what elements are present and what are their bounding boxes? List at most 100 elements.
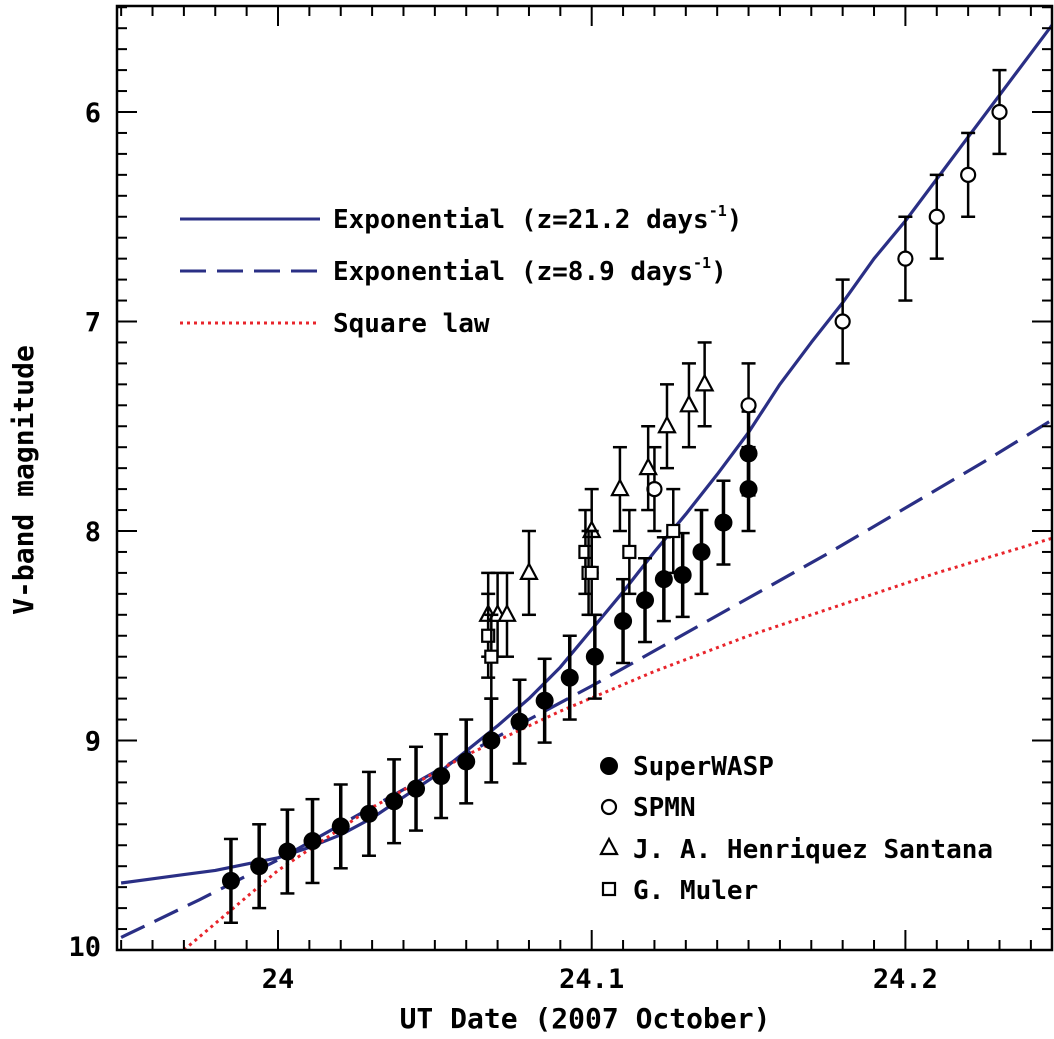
model-curve-dotted	[182, 536, 1052, 950]
point-marker	[646, 481, 663, 498]
line-legend: Exponential (z=21.2 days-1) Exponential …	[180, 202, 742, 339]
data-point	[991, 68, 1008, 156]
series-open-circle	[646, 68, 1008, 533]
data-point	[692, 508, 711, 596]
point-marker	[497, 603, 517, 622]
data-point	[694, 341, 715, 428]
data-point	[482, 697, 501, 784]
line-legend-label-3: Square law	[333, 309, 490, 339]
x-tick-label: 24.1	[559, 964, 624, 995]
svg-text:Exponential (z=21.2 days-1): Exponential (z=21.2 days-1)	[333, 202, 742, 235]
data-point	[673, 531, 692, 619]
point-marker	[654, 570, 673, 589]
marker-legend-entry-superwasp: SuperWASP	[600, 752, 774, 782]
data-point	[657, 383, 677, 470]
y-tick-label: 10	[68, 932, 101, 963]
y-tick-label: 9	[85, 727, 101, 758]
point-marker	[535, 691, 554, 710]
data-point	[481, 592, 496, 679]
point-marker	[657, 414, 677, 434]
open-circle-icon	[600, 798, 618, 816]
line-legend-entry-1: Exponential (z=21.2 days-1)	[180, 202, 742, 235]
series-filled-circle	[221, 410, 758, 925]
marker-legend-label: SPMN	[633, 793, 696, 823]
y-tick-label: 7	[85, 308, 101, 339]
data-point	[457, 718, 476, 805]
data-point	[679, 362, 699, 449]
point-marker	[694, 373, 715, 392]
marker-legend-label: G. Muler	[633, 876, 758, 906]
point-marker	[519, 561, 539, 581]
point-marker	[928, 208, 945, 225]
data-point	[519, 529, 539, 617]
x-tick-label: 24.2	[873, 964, 938, 995]
point-marker	[585, 647, 604, 666]
data-point	[432, 732, 451, 820]
data-point	[535, 657, 554, 744]
point-marker	[679, 393, 699, 413]
series-open-triangle	[478, 341, 715, 658]
line-legend-entry-3: Square law	[180, 309, 490, 339]
marker-legend-entry-henriquez: J. A. Henriquez Santana	[599, 835, 993, 865]
model-curves	[120, 22, 1052, 950]
point-marker	[584, 565, 599, 581]
tick-labels: 24 24.1 24.2 6 7 8 9 10	[68, 98, 937, 995]
data-point	[666, 487, 681, 575]
point-marker	[331, 817, 350, 836]
data-point	[303, 797, 322, 885]
line-legend-label-1: Exponential (z=21.2 days	[333, 205, 709, 235]
data-point	[278, 808, 297, 895]
point-marker	[673, 565, 692, 584]
marker-legend-entry-spmn: SPMN	[600, 793, 696, 823]
point-marker	[614, 612, 633, 631]
series-open-square	[481, 487, 681, 700]
data-point	[960, 131, 977, 218]
point-marker	[834, 313, 851, 330]
data-point	[714, 479, 733, 566]
marker-legend-entry-muler: G. Muler	[601, 876, 758, 906]
data-point	[407, 745, 426, 832]
point-marker	[457, 752, 476, 771]
marker-legend-label: SuperWASP	[633, 752, 774, 782]
data-point	[484, 613, 499, 700]
data-point	[638, 425, 658, 512]
point-marker	[303, 832, 322, 851]
filled-circle-icon	[600, 757, 618, 775]
x-axis-title: UT Date (2007 October)	[400, 1002, 771, 1035]
point-marker	[610, 477, 630, 497]
y-axis-title: V-band magnitude	[7, 345, 40, 615]
point-marker	[739, 444, 758, 463]
line-legend-end-1: )	[727, 205, 743, 235]
marker-legend: SuperWASP SPMN J. A. Henriquez Santana G…	[599, 752, 993, 906]
point-marker	[991, 103, 1008, 121]
y-tick-label: 8	[85, 517, 101, 548]
axis-ticks	[117, 6, 1052, 950]
point-marker	[359, 804, 378, 823]
point-marker	[636, 591, 655, 610]
data-point	[385, 758, 404, 845]
point-marker	[638, 456, 658, 476]
open-square-icon	[601, 881, 617, 897]
data-point	[250, 823, 269, 910]
line-legend-end-2: )	[711, 257, 727, 287]
point-marker	[482, 731, 501, 750]
point-marker	[897, 250, 914, 267]
data-point	[497, 571, 517, 658]
point-marker	[221, 871, 240, 890]
point-marker	[278, 842, 297, 861]
data-point	[897, 215, 914, 302]
data-point	[610, 445, 630, 533]
marker-legend-label: J. A. Henriquez Santana	[633, 835, 993, 865]
data-points	[221, 68, 1008, 925]
point-marker	[714, 513, 733, 532]
data-point	[584, 529, 599, 617]
data-point	[510, 678, 529, 765]
line-legend-sup-1: -1	[709, 202, 727, 220]
data-point	[560, 634, 579, 721]
point-marker	[432, 767, 451, 786]
data-point	[331, 783, 350, 870]
point-marker	[484, 649, 499, 664]
data-point	[740, 362, 757, 449]
line-legend-label-2: Exponential (z=8.9 days	[333, 257, 693, 287]
